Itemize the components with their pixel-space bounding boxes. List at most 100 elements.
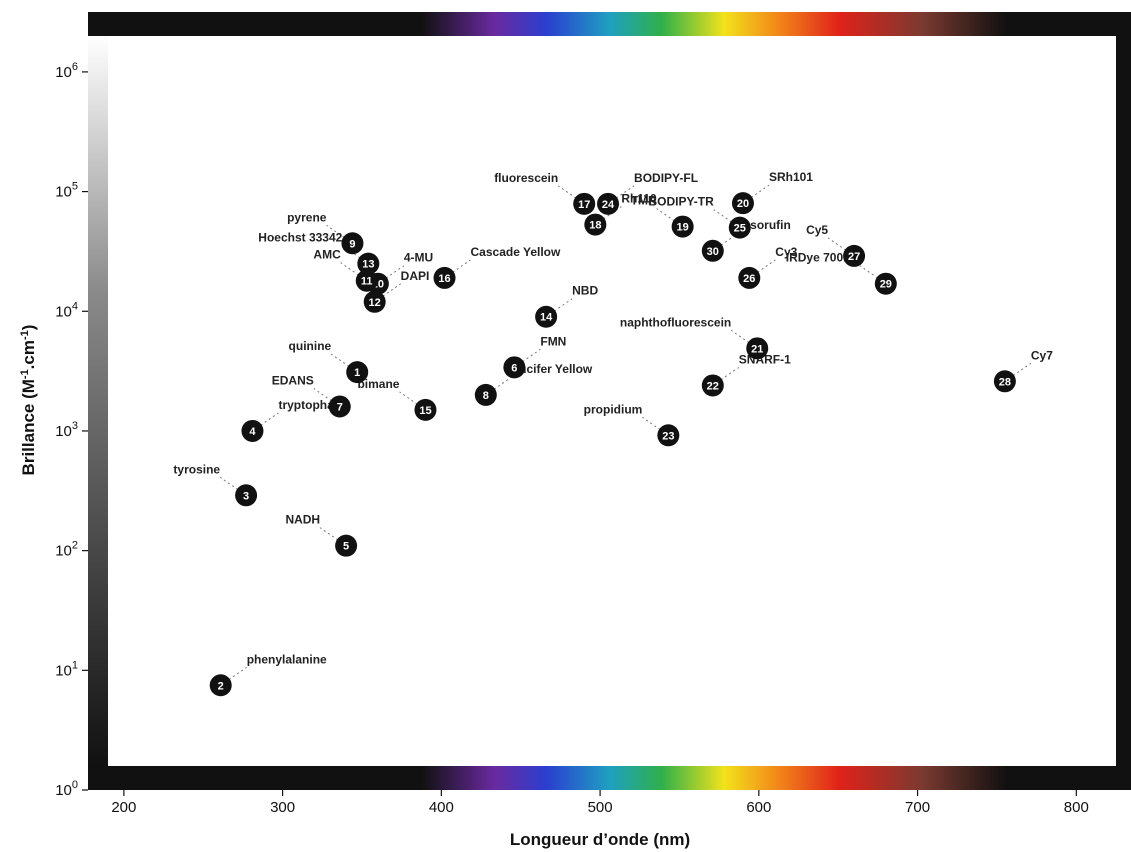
x-tick-label: 300: [270, 799, 295, 816]
compound-name: quinine: [289, 339, 332, 353]
spectrum-band-bottom: [88, 766, 1131, 790]
compound-name: naphthofluorescein: [620, 315, 731, 329]
compound-names: quinine phenylalanine tyrosine tryptophan NA…: [173, 170, 1053, 666]
x-tick-label: 400: [429, 799, 454, 816]
data-point: [701, 239, 724, 262]
spectrum-band-top: [88, 12, 1131, 36]
data-point-label: 8: [483, 390, 489, 402]
data-point: [346, 361, 369, 384]
data-point-label: 22: [707, 380, 719, 392]
compound-name: TMR: [631, 194, 657, 208]
data-point: [474, 383, 497, 406]
data-point: [657, 424, 680, 447]
data-point-label: 30: [707, 246, 719, 258]
data-point-label: 26: [743, 273, 755, 285]
compound-name: Cy3: [775, 245, 797, 259]
data-point: [573, 192, 596, 215]
data-point-label: 29: [880, 279, 892, 291]
data-point: [335, 534, 358, 557]
data-point-label: 7: [337, 402, 343, 414]
y-tick-label: 104: [55, 300, 78, 320]
compound-name: 4-MU: [404, 251, 433, 265]
data-point: [363, 290, 386, 313]
data-point-label: 18: [589, 220, 601, 232]
compound-name: FMN: [540, 334, 566, 348]
x-axis-label: Longueur d’onde (nm): [510, 830, 690, 849]
compound-name: BODIPY-TR: [648, 195, 714, 209]
compound-name: Cy5: [806, 223, 828, 237]
x-tick-label: 800: [1064, 799, 1089, 816]
compound-name: bimane: [357, 377, 399, 391]
data-point-label: 17: [578, 199, 590, 211]
compound-name: Lucifer Yellow: [512, 362, 593, 376]
data-point: [993, 370, 1016, 393]
data-point-label: 4: [249, 426, 256, 438]
data-point-label: 27: [848, 251, 860, 263]
compound-name: Rh110: [621, 192, 657, 206]
data-point-label: 24: [602, 199, 615, 211]
data-point-label: 12: [369, 297, 381, 309]
data-point-label: 13: [362, 259, 374, 271]
compound-name: tyrosine: [173, 462, 220, 476]
compound-name: pyrene: [287, 210, 327, 224]
compound-name: resorufin: [739, 218, 791, 232]
compound-name: EDANS: [272, 374, 314, 388]
x-tick-label: 600: [746, 799, 771, 816]
data-point: [874, 272, 897, 295]
compound-name: NBD: [572, 284, 598, 298]
data-point-label: 14: [540, 312, 553, 324]
data-point-label: 19: [677, 222, 689, 234]
data-point: [731, 192, 754, 215]
data-point: [746, 337, 769, 360]
data-point-label: 16: [438, 273, 450, 285]
x-tick-label: 700: [905, 799, 930, 816]
compound-name: Cascade Yellow: [471, 245, 561, 259]
data-point: [597, 192, 620, 215]
data-point: [235, 484, 258, 507]
compound-name: AMC: [313, 248, 341, 262]
data-point: [503, 356, 526, 379]
compound-name: Cy7: [1031, 348, 1053, 362]
data-point: [584, 213, 607, 236]
data-point-label: 11: [361, 276, 373, 288]
y-tick-label: 100: [55, 779, 78, 799]
data-point: [433, 266, 456, 289]
data-point: [738, 266, 761, 289]
data-point-label: 15: [419, 405, 431, 417]
data-point: [209, 674, 232, 697]
plot-area: [108, 36, 1116, 766]
data-point-label: 2: [218, 680, 224, 692]
data-point: [728, 216, 751, 239]
data-point-label: 25: [734, 223, 746, 235]
compound-name: NADH: [285, 513, 320, 527]
data-point-label: 1: [354, 367, 360, 379]
y-tick-label: 105: [55, 181, 78, 201]
y-axis-label: Brillance (M-1.cm-1): [19, 325, 38, 476]
compound-name: DAPI: [401, 269, 430, 283]
y-tick-label: 106: [55, 61, 78, 81]
y-axis-ticks: 100 101 102 103 104 105 106: [55, 61, 88, 799]
data-point: [671, 215, 694, 238]
left-gradient-bar: [88, 36, 108, 766]
data-point-label: 9: [349, 238, 355, 250]
data-point-label: 23: [662, 430, 674, 442]
compound-name: phenylalanine: [247, 652, 327, 666]
data-point: [341, 232, 364, 255]
compound-name: tryptophan: [278, 398, 341, 412]
data-point: [843, 244, 866, 267]
data-point: [328, 395, 351, 418]
compound-name: Hoechst 33342: [258, 231, 342, 245]
y-tick-label: 103: [55, 420, 78, 440]
compound-name: SRh101: [769, 170, 813, 184]
x-tick-label: 500: [588, 799, 613, 816]
data-point-label: 28: [999, 376, 1011, 388]
data-point: [414, 398, 437, 421]
y-tick-label: 102: [55, 540, 78, 560]
x-axis-ticks: 200 300 400 500 600 700 800: [111, 790, 1089, 816]
data-point: [535, 305, 558, 328]
compound-name: BODIPY-FL: [634, 171, 698, 185]
compound-name: propidium: [584, 402, 643, 416]
data-point: [701, 374, 724, 397]
data-point-label: 21: [751, 343, 763, 355]
